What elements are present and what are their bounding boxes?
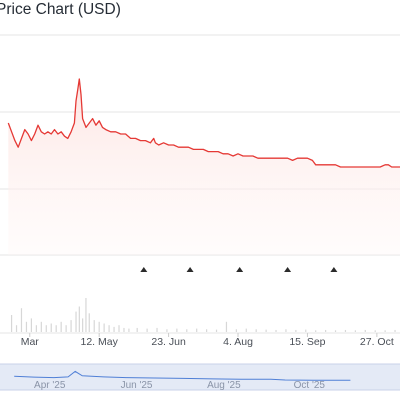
event-marker-3[interactable]	[284, 267, 292, 272]
volume-bar-45	[325, 329, 327, 332]
volume-bar-31	[186, 329, 188, 332]
volume-bar-22	[113, 326, 115, 332]
volume-bars	[10, 298, 396, 332]
volume-bar-25	[128, 328, 130, 332]
price-line-series[interactable]	[7, 78, 400, 168]
volume-bar-1	[15, 325, 18, 332]
event-marker-0[interactable]	[140, 267, 148, 272]
volume-bar-51	[384, 330, 386, 332]
volume-bar-19	[98, 321, 100, 332]
x-axis: Mar 12. May 23. Jun 4. Aug 15. Sep 27. Oct	[21, 333, 394, 348]
volume-bar-48	[354, 330, 356, 332]
volume-bar-9	[55, 325, 57, 332]
volume-bar-11	[65, 325, 67, 332]
volume-bar-39	[265, 329, 267, 332]
event-markers[interactable]	[140, 267, 338, 272]
volume-bar-15	[82, 318, 84, 332]
x-tick-label-1: 12. May	[80, 336, 118, 348]
volume-bar-23	[118, 325, 120, 332]
volume-bar-0	[10, 315, 13, 332]
chart-title: Price Chart (USD)	[0, 1, 121, 18]
x-tick-label-5: 27. Oct	[360, 336, 394, 348]
volume-bar-12	[70, 320, 72, 332]
volume-bar-7	[45, 325, 47, 332]
x-tick-label-3: 4. Aug	[223, 336, 253, 348]
volume-bar-5	[35, 325, 37, 332]
volume-bar-46	[334, 330, 337, 332]
volume-bar-38	[255, 329, 257, 332]
navigator-tick-label-3: Oct '25	[294, 380, 326, 391]
volume-bar-30	[176, 328, 178, 332]
volume-bar-17	[88, 313, 90, 332]
volume-bar-14	[78, 306, 80, 332]
range-navigator[interactable]: Apr '25 Jun '25 Aug '25 Oct '25	[0, 363, 400, 391]
volume-bar-47	[344, 329, 347, 332]
price-area-fill	[8, 79, 400, 255]
volume-bar-41	[285, 329, 287, 332]
volume-bar-21	[108, 325, 110, 332]
event-marker-2[interactable]	[236, 267, 244, 272]
volume-bar-44	[315, 330, 317, 332]
volume-bar-6	[40, 321, 42, 332]
navigator-tick-label-1: Jun '25	[121, 380, 153, 391]
navigator-line	[14, 370, 351, 381]
volume-bar-34	[215, 329, 218, 332]
x-tick-label-0: Mar	[21, 336, 40, 348]
volume-bar-24	[123, 327, 125, 332]
volume-bar-52	[394, 329, 396, 332]
navigator-tick-label-2: Aug '25	[207, 380, 241, 391]
volume-bar-40	[275, 329, 277, 332]
volume-bar-37	[245, 328, 247, 332]
price-area	[8, 79, 400, 255]
x-tick-label-4: 15. Sep	[289, 336, 325, 348]
volume-bar-29	[166, 329, 168, 332]
volume-bar-27	[146, 328, 148, 332]
volume-bar-3	[25, 321, 28, 332]
volume-bar-4	[30, 318, 33, 332]
volume-bar-28	[156, 327, 158, 332]
volume-bar-16	[85, 298, 87, 332]
volume-bar-10	[60, 321, 62, 332]
volume-bar-49	[364, 329, 366, 332]
price-line[interactable]	[7, 78, 400, 168]
volume-bar-36	[235, 329, 237, 332]
volume-bar-42	[295, 329, 297, 332]
volume-bar-35	[225, 321, 228, 332]
volume-bar-13	[75, 311, 77, 332]
volume-bar-2	[20, 308, 23, 332]
volume-bar-33	[206, 329, 208, 332]
volume-bar-43	[305, 329, 307, 332]
event-marker-1[interactable]	[186, 267, 194, 272]
volume-bar-50	[374, 330, 376, 332]
volume-bar-8	[50, 323, 52, 332]
navigator-tick-label-0: Apr '25	[34, 380, 66, 391]
volume-bar-18	[93, 320, 95, 332]
x-tick-label-2: 23. Jun	[151, 336, 186, 348]
volume-bar-20	[103, 323, 105, 332]
volume-bar-32	[196, 328, 198, 332]
event-marker-4[interactable]	[330, 267, 338, 272]
volume-bar-26	[136, 327, 138, 332]
